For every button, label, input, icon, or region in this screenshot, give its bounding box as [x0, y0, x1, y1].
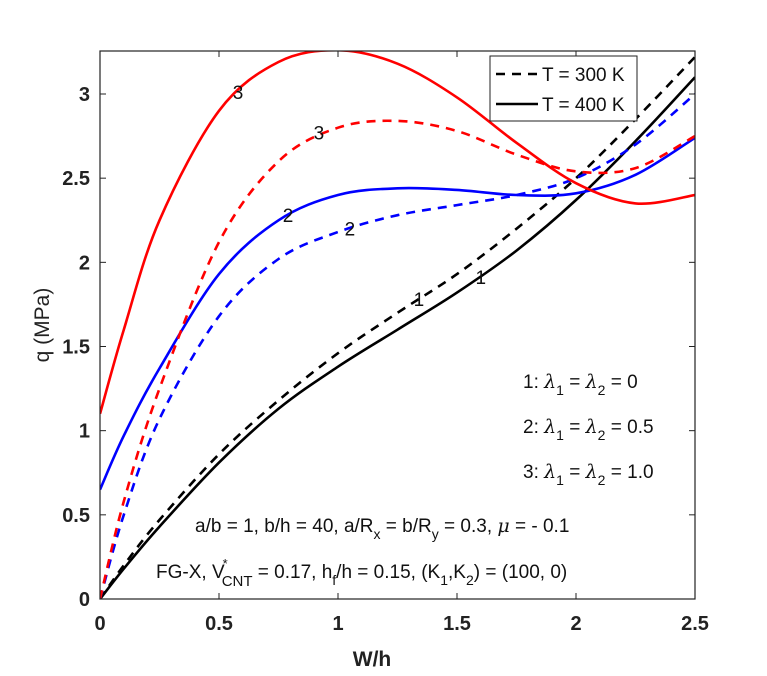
y-tick-label: 1 — [79, 421, 90, 443]
curve-label-1: 1 — [414, 290, 425, 311]
curve-label-3: 3 — [314, 123, 325, 144]
x-tick-label: 1.5 — [443, 613, 471, 635]
x-tick-label: 0 — [94, 613, 105, 635]
series-line-case3-400k — [100, 51, 695, 415]
case-2-annotation: 2: λ1 = λ2 = 0.5 — [523, 416, 654, 443]
case-1-annotation: 1: λ1 = λ2 = 0 — [523, 371, 638, 398]
x-tick-label: 2.5 — [681, 613, 709, 635]
y-tick-label: 2 — [79, 252, 90, 274]
series-line-case1-400k — [100, 76, 695, 599]
case-annotations: 1: λ1 = λ2 = 0 2: λ1 = λ2 = 0.5 3: λ1 = … — [523, 371, 654, 488]
plot-frame — [99, 50, 696, 600]
series-line-case2-300k — [100, 93, 695, 599]
curve-label-2: 2 — [283, 206, 294, 227]
legend-box — [489, 55, 638, 122]
y-axis-title: q (MPa) — [31, 288, 54, 363]
x-axis-title: W/h — [353, 648, 391, 671]
series-line-case1-300k — [100, 56, 695, 599]
series-line-case2-400k — [100, 136, 695, 491]
y-tick-label: 0.5 — [62, 505, 90, 527]
params-line-1: a/b = 1, b/h = 40, a/Rx = b/Ry = 0.3, μ … — [195, 515, 569, 542]
curve-label-1: 1 — [476, 268, 487, 289]
legend-label-300k: T = 300 K — [542, 65, 625, 86]
y-tick-label: 3 — [79, 84, 90, 106]
legend: T = 300 K T = 400 K — [489, 55, 638, 122]
y-tick-label: 1.5 — [62, 337, 90, 359]
params-line-2: FG-X, V* CNT = 0.17, hf/h = 0.15, (K1,K2)… — [156, 556, 567, 590]
case-3-annotation: 3: λ1 = λ2 = 1.0 — [523, 461, 654, 488]
curve-label-3: 3 — [233, 83, 244, 104]
y-tick-label: 0 — [79, 589, 90, 611]
x-tick-label: 1 — [332, 613, 343, 635]
x-tick-label: 2 — [570, 613, 581, 635]
legend-label-400k: T = 400 K — [542, 95, 625, 116]
curve-label-2: 2 — [345, 219, 356, 240]
y-tick-label: 2.5 — [62, 168, 90, 190]
x-tick-label: 0.5 — [205, 613, 233, 635]
